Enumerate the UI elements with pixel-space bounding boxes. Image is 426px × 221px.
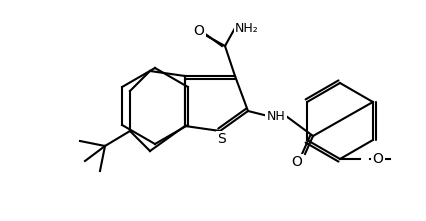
Text: O: O	[193, 24, 204, 38]
Text: NH₂: NH₂	[235, 21, 259, 34]
Text: O: O	[291, 155, 302, 169]
Text: S: S	[218, 132, 226, 146]
Text: NH: NH	[267, 109, 285, 122]
Text: O: O	[373, 152, 383, 166]
